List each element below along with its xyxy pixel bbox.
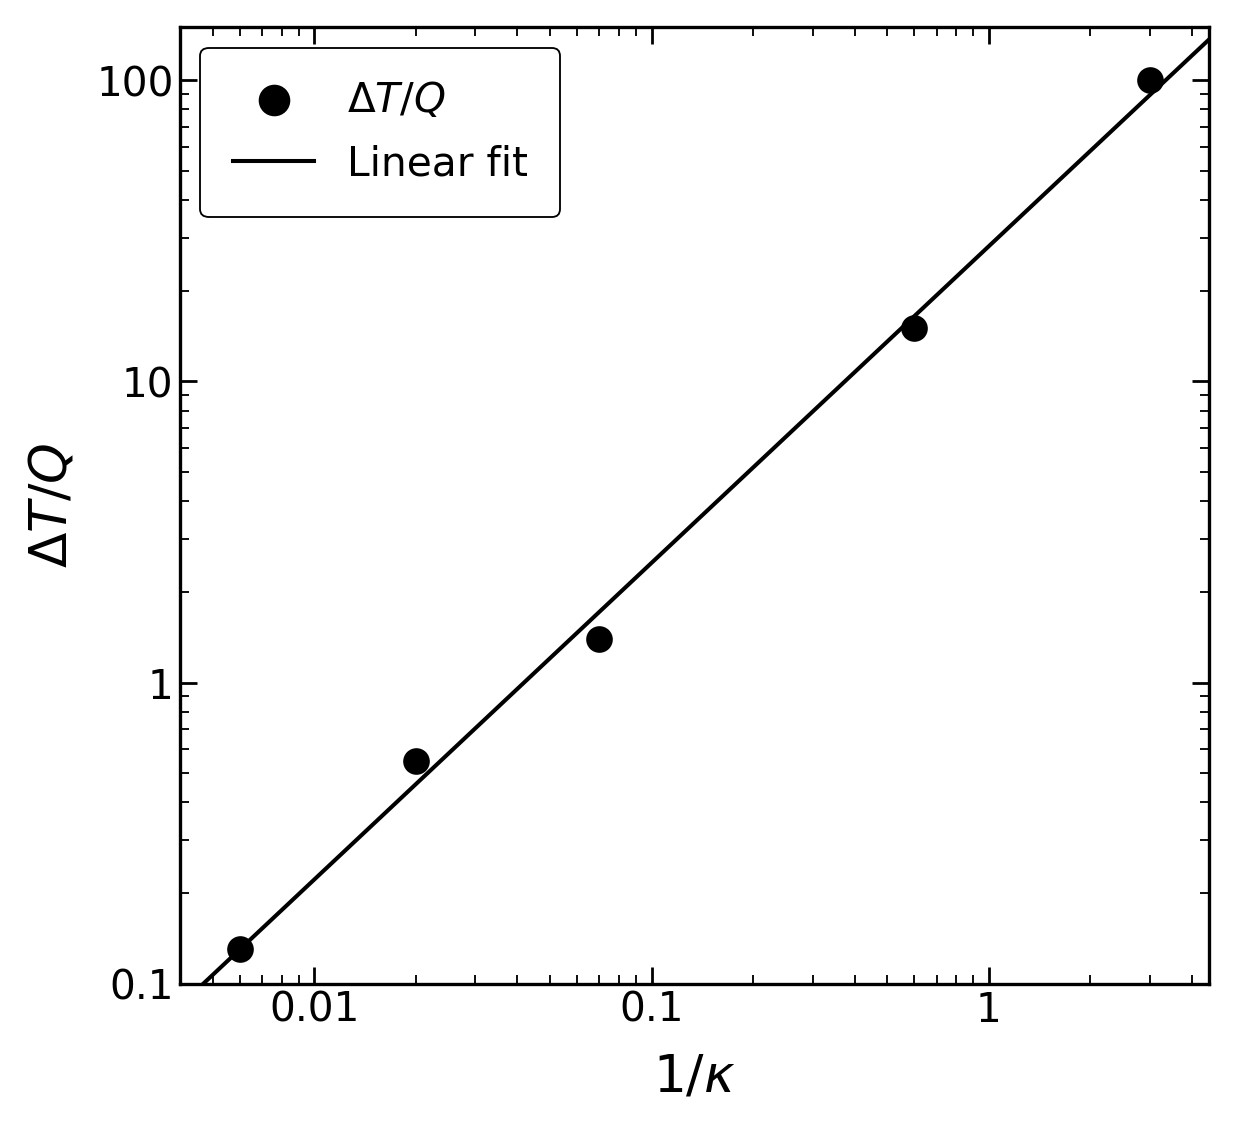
$\Delta T/Q$	[904, 320, 923, 338]
$\Delta T/Q$	[405, 751, 425, 770]
$\Delta T/Q$	[1140, 71, 1159, 89]
Legend: $\Delta T/Q$, Linear fit: $\Delta T/Q$, Linear fit	[200, 47, 560, 217]
Y-axis label: $\Delta T/Q$: $\Delta T/Q$	[27, 443, 78, 568]
X-axis label: $1/\kappa$: $1/\kappa$	[653, 1052, 735, 1102]
$\Delta T/Q$	[230, 940, 250, 958]
$\Delta T/Q$	[590, 629, 609, 647]
